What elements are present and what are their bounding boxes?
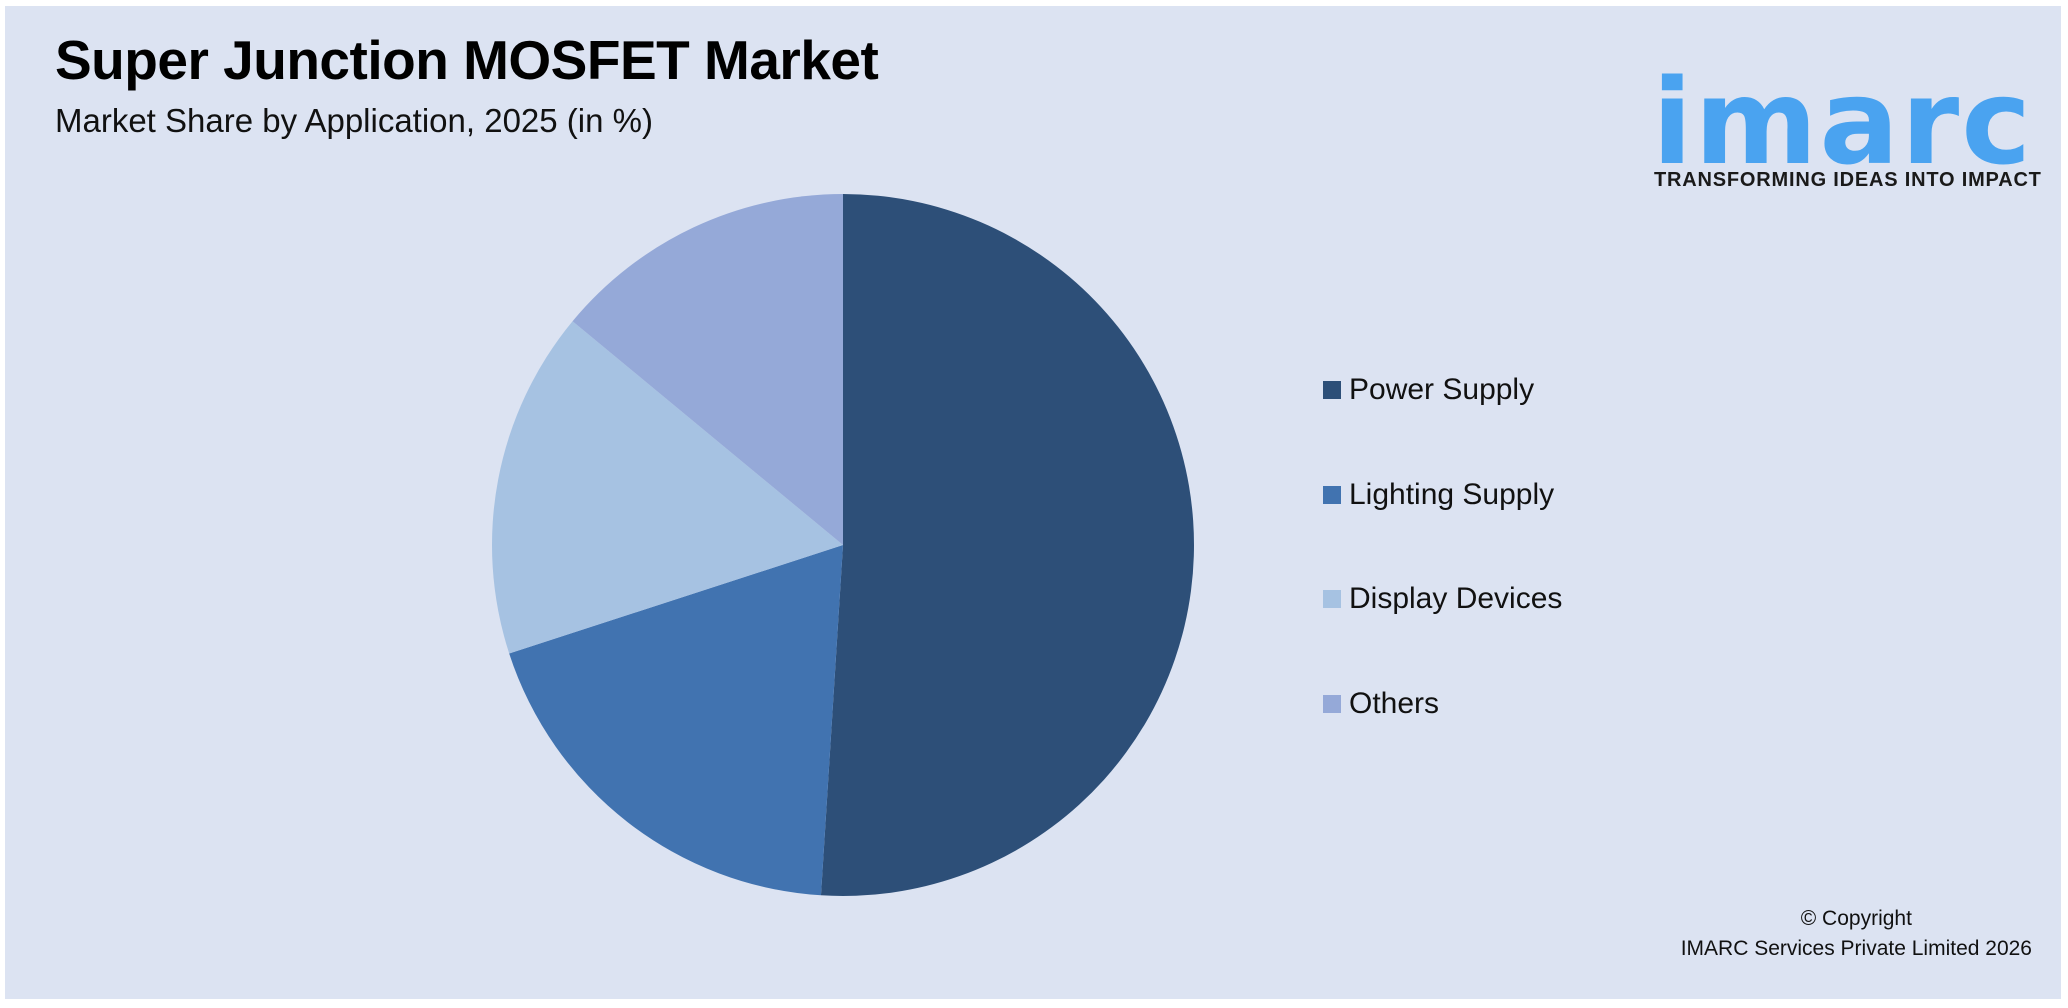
legend-swatch [1323, 486, 1341, 504]
legend-swatch [1323, 695, 1341, 713]
legend-swatch [1323, 381, 1341, 399]
legend-label: Display Devices [1349, 582, 1563, 615]
copyright-line-2: IMARC Services Private Limited 2026 [1680, 937, 2032, 960]
legend-label: Power Supply [1349, 373, 1535, 406]
legend-label: Others [1349, 687, 1440, 720]
pie-slice-others [572, 194, 843, 545]
legend-swatch [1323, 590, 1341, 608]
imarc-logo: imarc TRANSFORMING IDEAS INTO IMPACT [1652, 25, 2044, 195]
chart-subtitle: Market Share by Application, 2025 (in %) [55, 102, 653, 139]
chart-title: Super Junction MOSFET Market [55, 29, 879, 91]
copyright-notice: © Copyright IMARC Services Private Limit… [1681, 904, 2032, 964]
pie-slice-display-devices [492, 321, 843, 654]
copyright-line-1: © Copyright [1800, 907, 1912, 930]
pie-slice-power-supply [820, 194, 1194, 896]
logo-wordmark: imarc [1652, 53, 2034, 191]
pie-slice-lighting-supply [509, 545, 843, 896]
legend-item-display-devices: Display Devices [1323, 579, 1562, 619]
pie-slices [492, 194, 1194, 896]
legend-item-power-supply: Power Supply [1323, 370, 1534, 410]
legend-label: Lighting Supply [1349, 478, 1555, 511]
legend-item-lighting-supply: Lighting Supply [1323, 475, 1554, 515]
logo-tagline: TRANSFORMING IDEAS INTO IMPACT [1654, 169, 2042, 191]
legend-item-others: Others [1323, 684, 1439, 724]
